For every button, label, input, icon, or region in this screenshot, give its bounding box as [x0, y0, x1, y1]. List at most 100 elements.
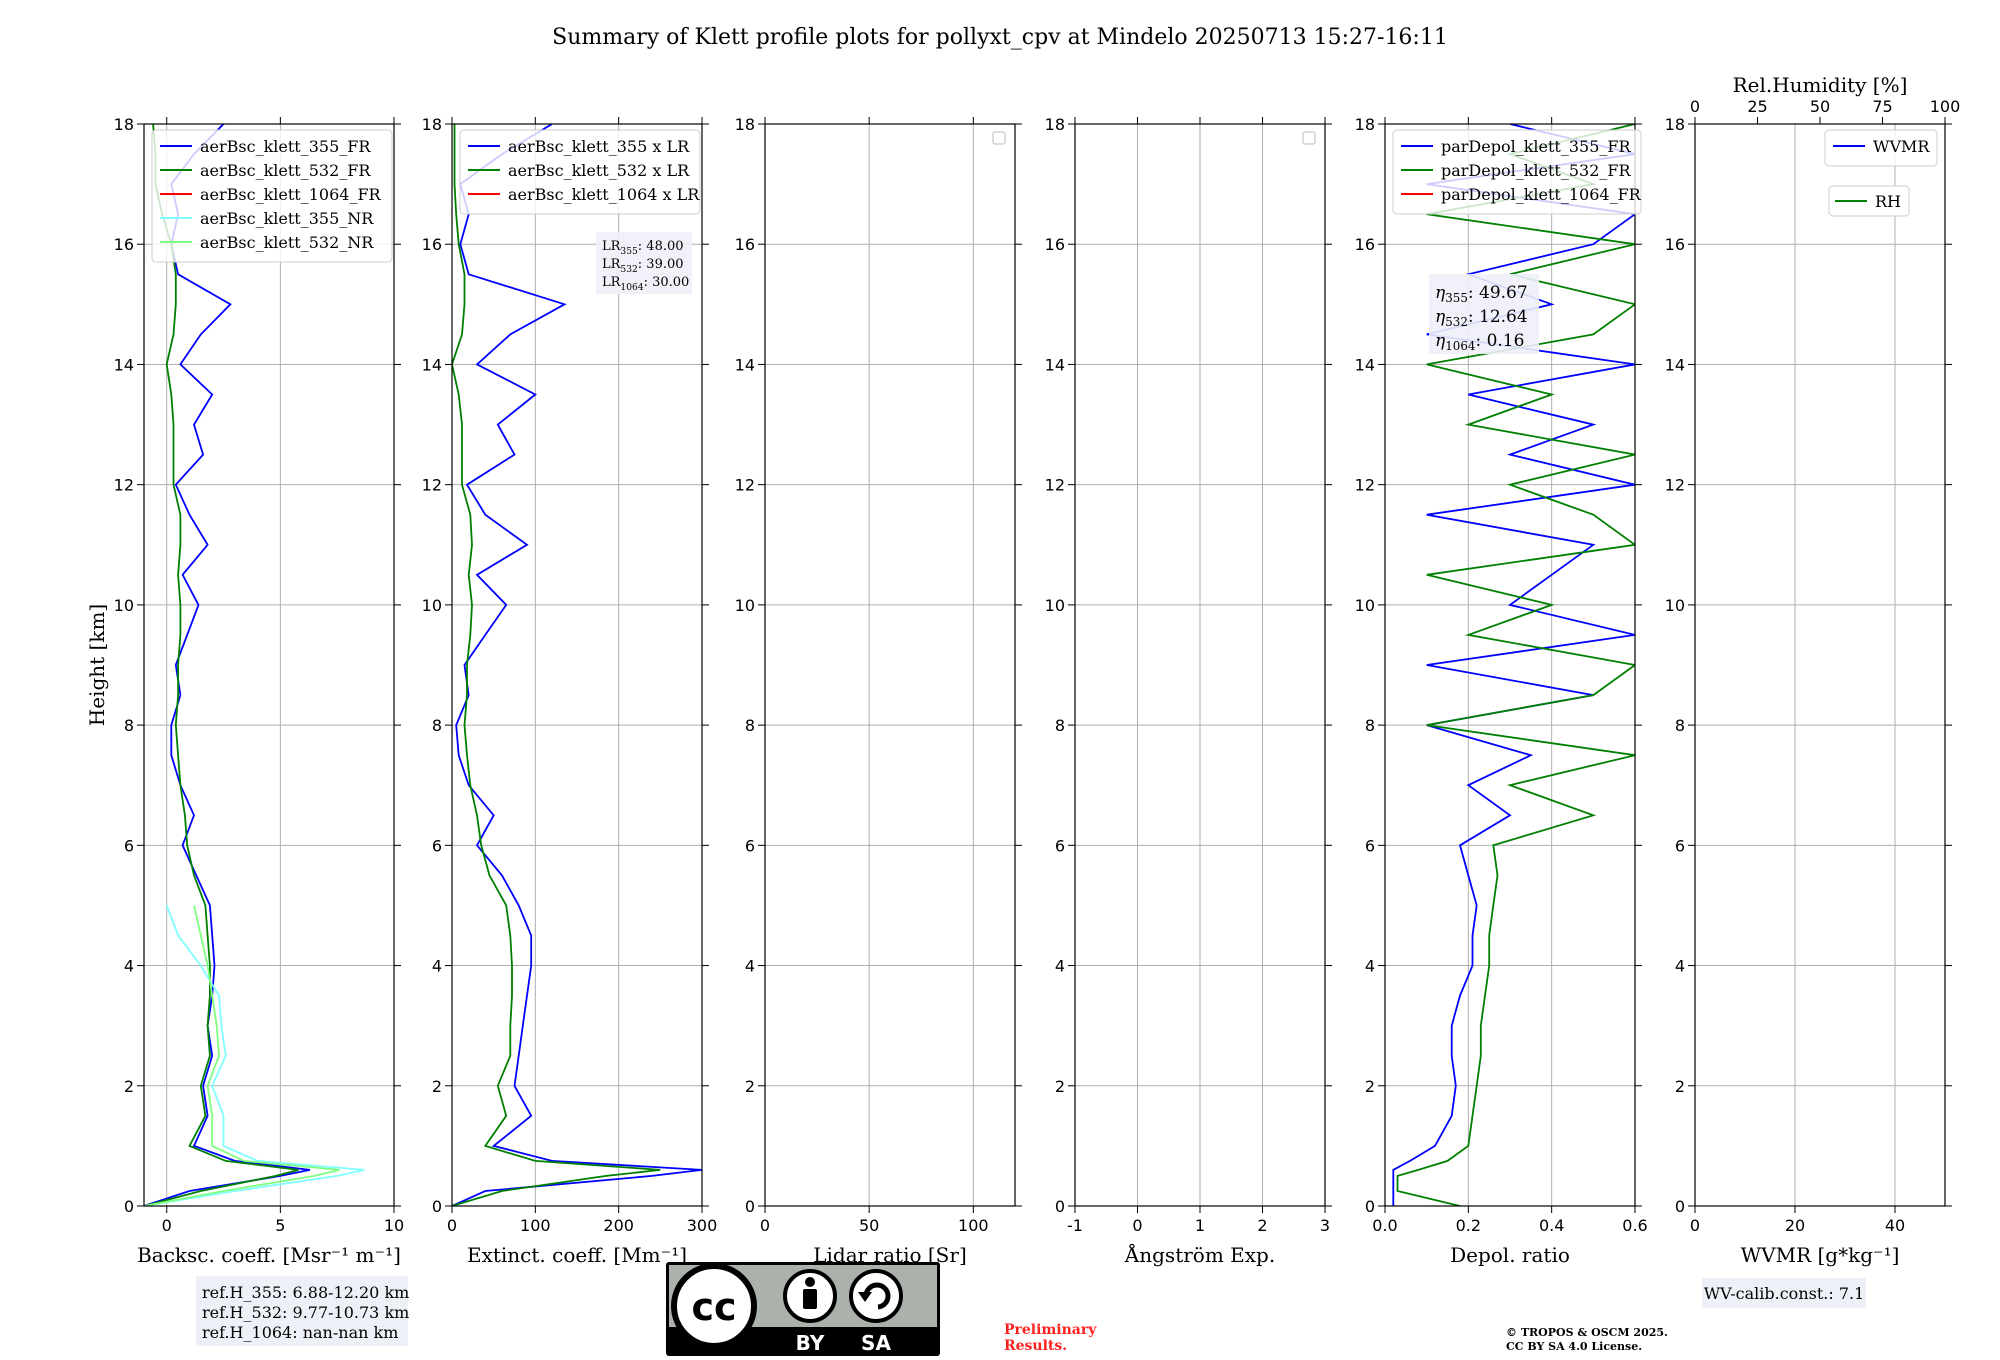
y-tick-label: 4	[1055, 957, 1065, 976]
value: : 30.00	[644, 275, 690, 290]
copyright-line-2: CC BY SA 4.0 License.	[1506, 1340, 1642, 1353]
top-x-tick-label: 25	[1747, 97, 1767, 116]
wv-calib-constant: WV-calib.const.: 7.1	[1704, 1284, 1865, 1303]
eta-box	[1429, 274, 1539, 354]
y-tick-label: 18	[735, 115, 755, 134]
legend-entry: aerBsc_klett_532_NR	[200, 233, 374, 252]
y-tick-label: 4	[124, 957, 134, 976]
y-tick-label: 14	[1355, 355, 1375, 374]
series-group	[452, 124, 702, 1206]
y-tick-label: 6	[432, 836, 442, 855]
y-tick-label: 6	[1055, 836, 1065, 855]
lidar-ratio-entry: LR532: 39.00	[602, 257, 684, 275]
x-tick-label: 0	[447, 1216, 457, 1235]
subscript: 532	[620, 265, 637, 275]
ref-heights-box: ref.H_355: 6.88-12.20 km ref.H_532: 9.77…	[196, 1276, 409, 1346]
symbol: η	[1435, 331, 1446, 351]
x-tick-label: 0	[1690, 1216, 1700, 1235]
y-tick-label: 0	[1675, 1197, 1685, 1216]
lidar-ratio-box	[596, 232, 692, 294]
panel-wvmr: 0 2 4 6 8 10 12 14 16 18 0 20 40 WVMR [g*kg⁻¹] 0 25 50 75…	[1665, 73, 1961, 1267]
by-person-body	[803, 1289, 817, 1309]
legend-entry: aerBsc_klett_1064_FR	[200, 185, 382, 204]
top-x-tick-label: 50	[1810, 97, 1830, 116]
y-tick-label: 8	[1675, 716, 1685, 735]
x-tick-label: 200	[603, 1216, 634, 1235]
cc-text: cc	[691, 1285, 736, 1329]
y-tick-label: 6	[1675, 836, 1685, 855]
subscript: 1064	[1445, 339, 1475, 353]
y-tick-label: 8	[1365, 716, 1375, 735]
y-tick-label: 12	[1355, 476, 1375, 495]
subscript: 355	[620, 247, 638, 257]
symbol: η	[1435, 307, 1446, 327]
y-tick-label: 18	[1355, 115, 1375, 134]
preliminary-note: Preliminary Results.	[1004, 1322, 1097, 1354]
y-tick-label: 2	[745, 1077, 755, 1096]
y-tick-label: 2	[432, 1077, 442, 1096]
x-tick-label: 10	[384, 1216, 404, 1235]
y-tick-label: 10	[1045, 596, 1065, 615]
symbol: LR	[602, 257, 622, 272]
y-tick-label: 2	[1365, 1077, 1375, 1096]
y-tick-label: 16	[735, 235, 755, 254]
x-tick-label: 2	[1257, 1216, 1267, 1235]
legend-box	[1392, 129, 1642, 215]
y-tick-label: 12	[1045, 476, 1065, 495]
top-x-tick-label: 100	[1930, 97, 1961, 116]
x-axis-label: Extinct. coeff. [Mm⁻¹]	[467, 1243, 687, 1267]
y-tick-label: 4	[432, 957, 442, 976]
y-tick-label: 12	[422, 476, 442, 495]
y-tick-label: 10	[735, 596, 755, 615]
y-tick-label: 16	[114, 235, 134, 254]
x-tick-label: 5	[275, 1216, 285, 1235]
y-tick-label: 12	[735, 476, 755, 495]
legend-entry: aerBsc_klett_355 x LR	[508, 137, 690, 156]
y-tick-label: 4	[1675, 957, 1685, 976]
legend-entry: WVMR	[1873, 137, 1930, 156]
panel-backscatter: 0 2 4 6 8 10 12 14 16 18 0 5 10 Backsc. coeff. [Msr⁻¹…	[114, 115, 405, 1267]
symbol: η	[1435, 283, 1446, 303]
y-tick-label: 10	[1665, 596, 1685, 615]
x-tick-label: 0	[1132, 1216, 1142, 1235]
legend-entry: parDepol_klett_355_FR	[1441, 137, 1632, 156]
y-tick-label: 10	[114, 596, 134, 615]
y-tick-label: 8	[745, 716, 755, 735]
y-tick-label: 2	[124, 1077, 134, 1096]
ref-height-532: ref.H_532: 9.77-10.73 km	[202, 1303, 409, 1322]
symbol: LR	[602, 275, 622, 290]
y-tick-label: 14	[1045, 355, 1065, 374]
x-tick-label: 300	[687, 1216, 718, 1235]
cc-license-badge: cc BY SA	[666, 1262, 940, 1356]
x-axis-label: Ångström Exp.	[1124, 1242, 1275, 1267]
subscript: 532	[1445, 315, 1468, 329]
y-tick-label: 0	[124, 1197, 134, 1216]
y-tick-label: 18	[1665, 115, 1685, 134]
legend-entry: aerBsc_klett_355_NR	[200, 209, 374, 228]
ref-heights-background	[196, 1276, 408, 1346]
y-tick-label: 6	[1365, 836, 1375, 855]
panel-frame	[451, 123, 703, 1207]
y-tick-label: 14	[1665, 355, 1685, 374]
y-tick-label: 10	[1355, 596, 1375, 615]
value: : 48.00	[638, 239, 684, 254]
lidar-ratio-entry: LR1064: 30.00	[602, 275, 689, 293]
eta-entry: η355: 49.67	[1435, 283, 1528, 305]
x-axis-label: WVMR [g*kg⁻¹]	[1741, 1243, 1900, 1267]
value: : 39.00	[638, 257, 684, 272]
legend-box	[1824, 129, 1938, 167]
y-tick-label: 18	[1045, 115, 1065, 134]
sa-arrow-head	[858, 1292, 872, 1302]
y-tick-label: 0	[432, 1197, 442, 1216]
y-tick-label: 14	[735, 355, 755, 374]
y-tick-label: 0	[745, 1197, 755, 1216]
value: : 0.16	[1475, 331, 1524, 351]
wv-calib-box: WV-calib.const.: 7.1	[1702, 1278, 1866, 1308]
legend-entry: aerBsc_klett_1064 x LR	[508, 185, 700, 204]
series-line-aerBsc_klett_532 x LR	[452, 124, 661, 1206]
x-tick-label: 40	[1885, 1216, 1905, 1235]
by-person-head	[805, 1277, 815, 1287]
y-tick-label: 6	[124, 836, 134, 855]
